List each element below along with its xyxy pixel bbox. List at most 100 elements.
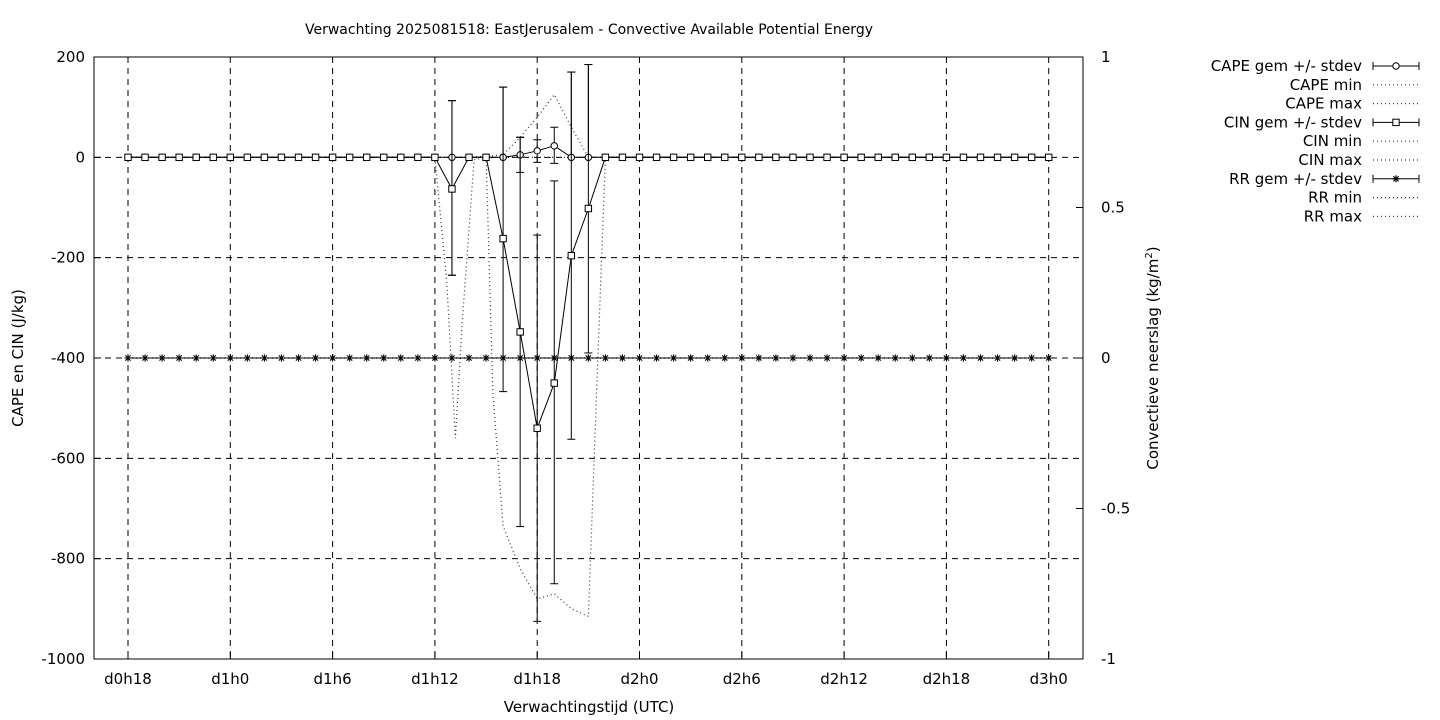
marker-square (806, 153, 814, 162)
marker-star (721, 354, 729, 362)
chart-title: Verwachting 2025081518: EastJerusalem - … (305, 22, 873, 38)
x-tick-label: d0h18 (104, 670, 152, 688)
marker-square (1045, 153, 1053, 162)
marker-star (652, 354, 661, 362)
marker-star (635, 354, 644, 362)
marker-square (482, 153, 490, 162)
marker-star (601, 354, 609, 362)
marker-star (260, 354, 268, 362)
marker-star (499, 354, 507, 362)
marker-square (516, 328, 524, 336)
marker-star (141, 354, 149, 362)
y2-axis-ticks: 1 0.5 0 -0.5 -1 (1076, 48, 1130, 668)
marker-square (397, 153, 405, 162)
y-tick-label: -400 (51, 349, 85, 367)
y2-axis-label-end: ) (1144, 246, 1162, 252)
marker-star (687, 354, 695, 362)
marker-star (823, 354, 831, 362)
y-tick-label: -1000 (41, 650, 85, 668)
marker-square (277, 153, 286, 162)
marker-square (686, 153, 695, 162)
y-tick-label: -600 (51, 449, 85, 467)
marker-square (635, 153, 644, 162)
x-axis-label: Verwachtingstijd (UTC) (504, 698, 675, 716)
marker-square (823, 153, 831, 162)
legend-label: RR min (1308, 189, 1362, 207)
x-axis-ticks: d0h18 d1h0 d1h6 d1h12 d1h18 d2h0 d2h6 d2h12 d2h1… (104, 652, 1068, 688)
marker-square (584, 204, 593, 213)
marker-star (124, 354, 132, 362)
marker-star (670, 354, 678, 362)
marker-square (772, 153, 780, 162)
marker-square (226, 153, 235, 162)
series-points (124, 64, 1053, 622)
marker-square (976, 153, 985, 162)
marker-square (942, 153, 951, 162)
marker-square (431, 153, 439, 162)
marker-star (431, 354, 439, 362)
marker-square (874, 153, 882, 162)
legend-label: CIN max (1298, 151, 1362, 169)
x-tick-label: d2h18 (923, 670, 971, 688)
marker-square (925, 153, 934, 162)
legend-label: CIN gem +/- stdev (1224, 113, 1362, 131)
y2-tick-label: -0.5 (1101, 500, 1130, 518)
marker-star (363, 354, 371, 362)
marker-square (993, 153, 1002, 162)
marker-square (141, 153, 149, 162)
marker-star (908, 354, 916, 362)
marker-circle (1392, 62, 1400, 70)
marker-star (891, 354, 899, 362)
marker-star (482, 354, 490, 362)
marker-star (397, 354, 405, 362)
marker-star (1045, 354, 1053, 362)
y2-tick-label: -1 (1101, 650, 1116, 668)
marker-star (158, 354, 166, 362)
y2-tick-label: 1 (1101, 48, 1111, 66)
marker-square (721, 153, 729, 162)
marker-square (448, 185, 456, 193)
marker-square (891, 153, 899, 162)
marker-square (1392, 118, 1400, 127)
marker-star (550, 354, 558, 362)
marker-star (1028, 354, 1036, 362)
marker-star (942, 354, 950, 362)
marker-star (226, 354, 234, 362)
marker-square (567, 251, 575, 260)
marker-square (380, 153, 388, 162)
marker-star (584, 354, 592, 362)
marker-square (704, 153, 712, 162)
legend-label: CAPE max (1285, 95, 1362, 113)
marker-star (567, 354, 575, 362)
marker-star (925, 354, 933, 362)
x-tick-label: d2h6 (723, 670, 761, 688)
marker-square (294, 153, 303, 162)
marker-star (311, 354, 320, 362)
marker-square (328, 153, 337, 162)
marker-square (1027, 153, 1036, 162)
marker-star (618, 354, 627, 362)
marker-star (380, 354, 388, 362)
marker-star (192, 354, 200, 362)
marker-star (789, 354, 797, 362)
marker-square (755, 153, 763, 162)
marker-star (465, 354, 473, 362)
marker-star (755, 354, 763, 362)
marker-star (516, 354, 524, 362)
marker-star (840, 354, 848, 362)
marker-square (158, 153, 166, 162)
x-tick-label: d1h0 (211, 670, 249, 688)
marker-star (738, 354, 746, 362)
marker-square (465, 153, 473, 162)
marker-star (533, 354, 541, 362)
marker-circle (533, 147, 541, 155)
y-axis-ticks: 200 0 -200 -400 -600 -800 -1000 (41, 48, 101, 668)
marker-square (618, 153, 627, 162)
y-tick-label: -200 (51, 249, 85, 267)
marker-square (124, 153, 132, 162)
x-tick-label: d1h12 (411, 670, 459, 688)
marker-square (652, 153, 661, 162)
marker-star (976, 354, 985, 362)
legend-label: CIN min (1303, 132, 1362, 150)
